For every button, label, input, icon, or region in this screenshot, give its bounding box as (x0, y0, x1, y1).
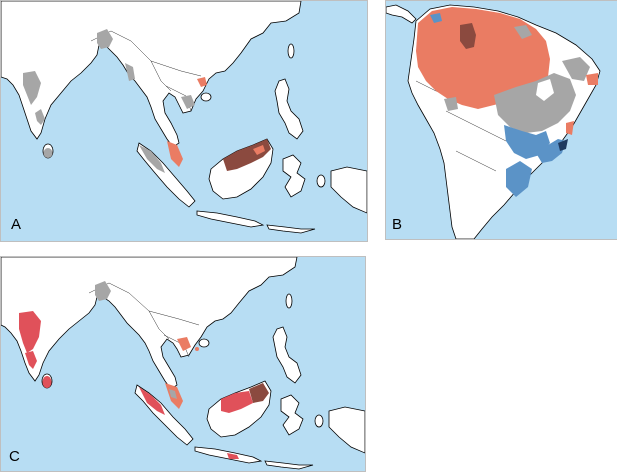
asia-mainland (1, 1, 302, 148)
region-sri-lanka-gray (43, 148, 53, 158)
hainan (198, 338, 210, 348)
panel-b-label: B (392, 216, 402, 233)
philippines (274, 78, 304, 140)
region-india-south-gray (35, 109, 45, 125)
region-india-sw-red (25, 351, 37, 369)
taiwan (285, 293, 293, 309)
panel-c-label: C (9, 448, 20, 465)
philippines (272, 326, 302, 384)
region-bangladesh-gray (95, 281, 111, 301)
sulawesi (280, 394, 304, 436)
region-amazon-salmon (416, 7, 550, 109)
region-bolivia-gray (444, 97, 458, 111)
southeast-asia-map-a: A (1, 1, 367, 241)
region-india-west-gray (23, 71, 41, 105)
central-america (386, 4, 417, 24)
region-coast-navy (558, 139, 568, 151)
hainan (200, 92, 212, 102)
region-argentina-ne-blue (506, 161, 532, 197)
region-brazil-east-salmon (586, 73, 598, 85)
region-brazil-ne-gray (562, 57, 590, 81)
region-borneo-brown (249, 383, 269, 403)
region-sri-lanka-red (42, 376, 52, 388)
south-america-map-b: B (386, 1, 617, 239)
asia-mainland (1, 257, 298, 390)
region-borneo-salmon (253, 145, 265, 155)
region-thailand-gray (181, 95, 195, 109)
region-malay-gray (169, 389, 177, 399)
lesser-sunda (266, 224, 316, 234)
region-india-west-red (19, 311, 41, 353)
region-sumatra-red (139, 387, 165, 415)
map-panel-c: C (0, 256, 366, 472)
taiwan (287, 43, 295, 59)
region-cambodia-salmon (195, 347, 199, 351)
region-cambodia-salmon (197, 77, 207, 87)
region-colombia-blue (430, 13, 442, 23)
sulawesi (282, 154, 306, 198)
region-malay-salmon (167, 141, 183, 167)
region-java-red (227, 453, 239, 459)
new-guinea (330, 166, 367, 214)
region-bangladesh-gray (97, 29, 113, 49)
new-guinea (328, 406, 365, 454)
lesser-sunda (264, 460, 314, 470)
maluku (314, 414, 324, 428)
region-sumatra-gray (139, 145, 165, 173)
map-panel-b: B (385, 0, 617, 240)
region-brazil-se-salmon (566, 121, 574, 135)
region-borneo-red (221, 391, 253, 413)
southeast-asia-map-c: C (1, 257, 365, 471)
region-brazil-white (536, 79, 554, 101)
maluku (316, 174, 326, 188)
region-venezuela-brown (460, 23, 476, 49)
region-brazil-central-gray (494, 73, 576, 133)
panel-a-label: A (11, 216, 21, 233)
java (196, 210, 265, 228)
region-thailand-salmon (177, 337, 191, 351)
map-panel-a: A (0, 0, 368, 242)
region-myanmar-gray (125, 63, 135, 81)
region-guiana-gray (514, 25, 532, 39)
region-brazil-south-blue (504, 125, 550, 159)
